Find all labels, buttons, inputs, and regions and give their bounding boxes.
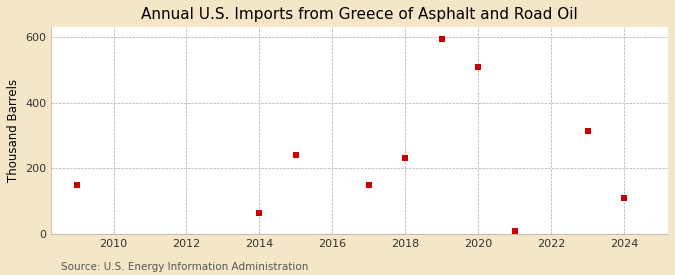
Point bbox=[400, 156, 411, 161]
Point bbox=[619, 196, 630, 200]
Point bbox=[364, 183, 375, 187]
Text: Source: U.S. Energy Information Administration: Source: U.S. Energy Information Administ… bbox=[61, 262, 308, 272]
Y-axis label: Thousand Barrels: Thousand Barrels bbox=[7, 79, 20, 182]
Point bbox=[254, 210, 265, 215]
Point bbox=[72, 183, 82, 187]
Title: Annual U.S. Imports from Greece of Asphalt and Road Oil: Annual U.S. Imports from Greece of Aspha… bbox=[141, 7, 578, 22]
Point bbox=[583, 128, 593, 133]
Point bbox=[510, 229, 520, 233]
Point bbox=[437, 37, 448, 41]
Point bbox=[290, 153, 301, 157]
Point bbox=[473, 64, 484, 69]
